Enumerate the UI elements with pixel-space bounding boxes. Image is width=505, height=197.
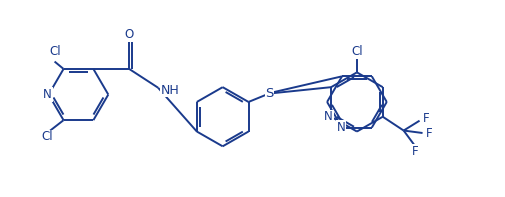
Text: NH: NH — [161, 84, 179, 97]
Text: O: O — [125, 28, 134, 41]
Text: Cl: Cl — [50, 45, 62, 58]
Text: F: F — [423, 112, 429, 125]
Text: N: N — [43, 88, 52, 101]
Text: Cl: Cl — [41, 130, 53, 143]
Text: F: F — [426, 126, 432, 139]
Text: F: F — [412, 145, 419, 158]
Text: S: S — [265, 86, 274, 99]
Text: N: N — [337, 121, 345, 134]
Text: N: N — [324, 110, 333, 123]
Text: Cl: Cl — [351, 45, 363, 58]
